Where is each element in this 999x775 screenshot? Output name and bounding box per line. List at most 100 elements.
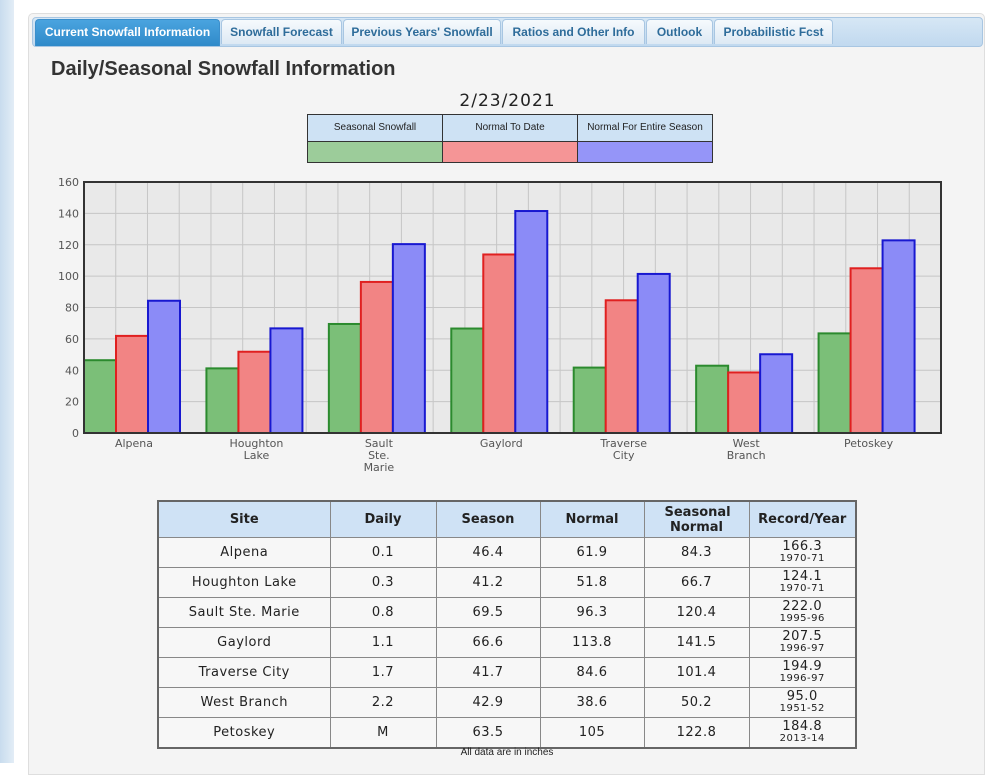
record-value: 222.0 xyxy=(782,599,823,614)
plot-frame xyxy=(83,181,942,434)
tab-snowfall-forecast[interactable]: Snowfall Forecast xyxy=(221,19,342,44)
chart-legend: Seasonal Snowfall Normal To Date Normal … xyxy=(307,114,713,163)
bar xyxy=(327,322,362,434)
x-tick-label: Houghton xyxy=(229,437,283,450)
bar xyxy=(572,366,607,435)
table-row: Petoskey M 63.5 105 122.8 184.8 2013-14 xyxy=(157,717,857,749)
cell-seasonal-normal: 120.4 xyxy=(643,597,750,628)
bar xyxy=(881,239,916,434)
table-row: Traverse City 1.7 41.7 84.6 101.4 194.9 1996-9… xyxy=(157,657,857,688)
seasonal-normal-header-text: Seasonal Normal xyxy=(664,504,731,535)
x-tick-label: Traverse xyxy=(599,437,647,450)
cell-daily: M xyxy=(329,717,437,749)
col-header-seasonal-normal: Seasonal Normal xyxy=(643,500,750,538)
col-header-site: Site xyxy=(157,500,331,538)
record-value: 95.0 xyxy=(786,689,818,704)
y-tick-label: 0 xyxy=(72,427,79,440)
cell-season: 66.6 xyxy=(435,627,541,658)
cell-record-year: 166.3 1970-71 xyxy=(748,537,857,568)
x-tick-label: Sault xyxy=(365,437,394,450)
cell-seasonal-normal: 84.3 xyxy=(643,537,750,568)
record-year: 1996-97 xyxy=(779,643,825,654)
x-tick-label: City xyxy=(613,449,635,462)
y-tick-label: 120 xyxy=(58,239,79,252)
cell-season: 69.5 xyxy=(435,597,541,628)
cell-normal: 105 xyxy=(539,717,645,749)
bar xyxy=(450,327,485,434)
tab-current-snowfall[interactable]: Current Snowfall Information xyxy=(35,19,220,46)
record-year: 2013-14 xyxy=(779,733,825,744)
cell-daily: 1.7 xyxy=(329,657,437,688)
record-value: 184.8 xyxy=(782,719,823,734)
record-value: 207.5 xyxy=(782,629,823,644)
cell-daily: 0.8 xyxy=(329,597,437,628)
cell-record-year: 207.5 1996-97 xyxy=(748,627,857,658)
snowfall-table: Site Daily Season Normal Seasonal Normal… xyxy=(157,500,857,749)
cell-normal: 96.3 xyxy=(539,597,645,628)
tab-probabilistic-fcst[interactable]: Probabilistic Fcst xyxy=(714,19,833,44)
tab-previous-years[interactable]: Previous Years' Snowfall xyxy=(343,19,501,44)
cell-daily: 0.1 xyxy=(329,537,437,568)
cell-normal: 84.6 xyxy=(539,657,645,688)
y-tick-label: 160 xyxy=(58,176,79,189)
cell-site: Alpena xyxy=(157,537,331,568)
cell-record-year: 194.9 1996-97 xyxy=(748,657,857,688)
footnote: All data are in inches xyxy=(460,747,554,758)
x-tick-label: Marie xyxy=(364,461,395,474)
bar xyxy=(115,334,149,434)
y-tick-label: 60 xyxy=(65,333,79,346)
legend-label-seasonal: Seasonal Snowfall xyxy=(307,114,443,142)
legend-label-normal-entire: Normal For Entire Season xyxy=(577,114,713,142)
cell-site: Traverse City xyxy=(157,657,331,688)
table-row: Houghton Lake 0.3 41.2 51.8 66.7 124.1 1970-71 xyxy=(157,567,857,598)
y-tick-label: 140 xyxy=(58,207,79,220)
bar xyxy=(514,210,549,434)
table-row: Alpena 0.1 46.4 61.9 84.3 166.3 1970-71 xyxy=(157,537,857,568)
record-year: 1970-71 xyxy=(779,583,825,594)
bar xyxy=(849,267,884,434)
left-border-strip xyxy=(0,0,14,763)
bar xyxy=(482,253,517,434)
bar xyxy=(83,359,117,434)
page-title: Daily/Seasonal Snowfall Information xyxy=(51,58,396,80)
bar xyxy=(205,367,240,434)
bar xyxy=(695,364,730,434)
tab-outlook[interactable]: Outlook xyxy=(646,19,713,44)
cell-record-year: 184.8 2013-14 xyxy=(748,717,857,749)
cell-daily: 0.3 xyxy=(329,567,437,598)
cell-record-year: 124.1 1970-71 xyxy=(748,567,857,598)
x-tick-label: Alpena xyxy=(115,437,153,450)
cell-normal: 38.6 xyxy=(539,687,645,718)
cell-season: 63.5 xyxy=(435,717,541,749)
legend-swatch-normal-entire xyxy=(577,141,713,163)
chart-date: 2/23/2021 xyxy=(459,91,556,111)
cell-daily: 1.1 xyxy=(329,627,437,658)
col-header-daily: Daily xyxy=(329,500,437,538)
legend-swatch-seasonal xyxy=(307,141,443,163)
record-year: 1995-96 xyxy=(779,613,825,624)
y-tick-label: 80 xyxy=(65,302,79,315)
x-tick-label: Branch xyxy=(727,449,766,462)
x-tick-label: Petoskey xyxy=(844,437,894,450)
col-header-normal: Normal xyxy=(539,500,645,538)
tab-ratios-info[interactable]: Ratios and Other Info xyxy=(502,19,645,44)
cell-seasonal-normal: 101.4 xyxy=(643,657,750,688)
bar xyxy=(817,332,852,434)
bar xyxy=(604,299,639,434)
cell-site: West Branch xyxy=(157,687,331,718)
legend-swatch-normal-to-date xyxy=(442,141,578,163)
cell-site: Petoskey xyxy=(157,717,331,749)
record-value: 194.9 xyxy=(782,659,823,674)
cell-daily: 2.2 xyxy=(329,687,437,718)
y-tick-label: 100 xyxy=(58,270,79,283)
cell-site: Gaylord xyxy=(157,627,331,658)
y-tick-label: 20 xyxy=(65,396,79,409)
record-year: 1951-52 xyxy=(779,703,825,714)
cell-seasonal-normal: 66.7 xyxy=(643,567,750,598)
cell-record-year: 222.0 1995-96 xyxy=(748,597,857,628)
record-year: 1996-97 xyxy=(779,673,825,684)
cell-season: 41.2 xyxy=(435,567,541,598)
cell-seasonal-normal: 122.8 xyxy=(643,717,750,749)
col-header-season: Season xyxy=(435,500,541,538)
